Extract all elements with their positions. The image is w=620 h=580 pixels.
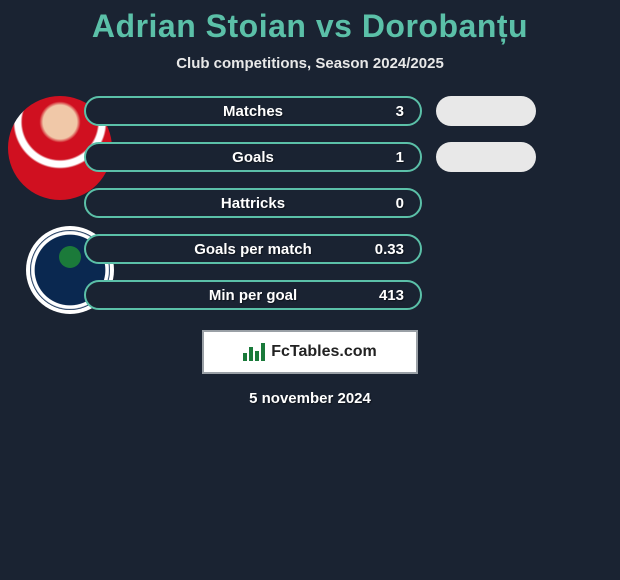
stat-pill-main: Goals 1 (84, 142, 422, 172)
stat-pill-main: Matches 3 (84, 96, 422, 126)
stat-pill-main: Hattricks 0 (84, 188, 422, 218)
stat-row: Hattricks 0 (0, 188, 620, 218)
stat-pill-opponent (436, 142, 536, 172)
chart-icon (243, 343, 265, 361)
stat-label: Hattricks (221, 195, 285, 212)
stat-label: Goals per match (194, 241, 312, 258)
brand-widget[interactable]: FcTables.com (202, 330, 418, 374)
stat-pill-placeholder (436, 234, 536, 264)
stat-pill-placeholder (436, 280, 536, 310)
stat-value: 413 (379, 287, 404, 304)
club-badge-ball (59, 246, 81, 268)
brand-label: FcTables.com (271, 343, 377, 361)
stat-label: Goals (232, 149, 274, 166)
stat-value: 0.33 (375, 241, 404, 258)
stat-row: Goals per match 0.33 (0, 234, 620, 264)
stats-section: Matches 3 Goals 1 Hattricks 0 Goals per match 0… (0, 96, 620, 407)
stat-label: Min per goal (209, 287, 297, 304)
stat-pill-opponent (436, 96, 536, 126)
stat-row: Goals 1 (0, 142, 620, 172)
stat-pill-placeholder (436, 188, 536, 218)
stat-pill-main: Min per goal 413 (84, 280, 422, 310)
stat-value: 0 (396, 195, 404, 212)
stat-label: Matches (223, 103, 283, 120)
stat-pill-main: Goals per match 0.33 (84, 234, 422, 264)
subtitle: Club competitions, Season 2024/2025 (176, 55, 444, 72)
stat-row: Matches 3 (0, 96, 620, 126)
stat-row: Min per goal 413 (0, 280, 620, 310)
date-label: 5 november 2024 (249, 390, 371, 407)
stat-value: 1 (396, 149, 404, 166)
page-title: Adrian Stoian vs Dorobanțu (92, 8, 528, 45)
stat-value: 3 (396, 103, 404, 120)
